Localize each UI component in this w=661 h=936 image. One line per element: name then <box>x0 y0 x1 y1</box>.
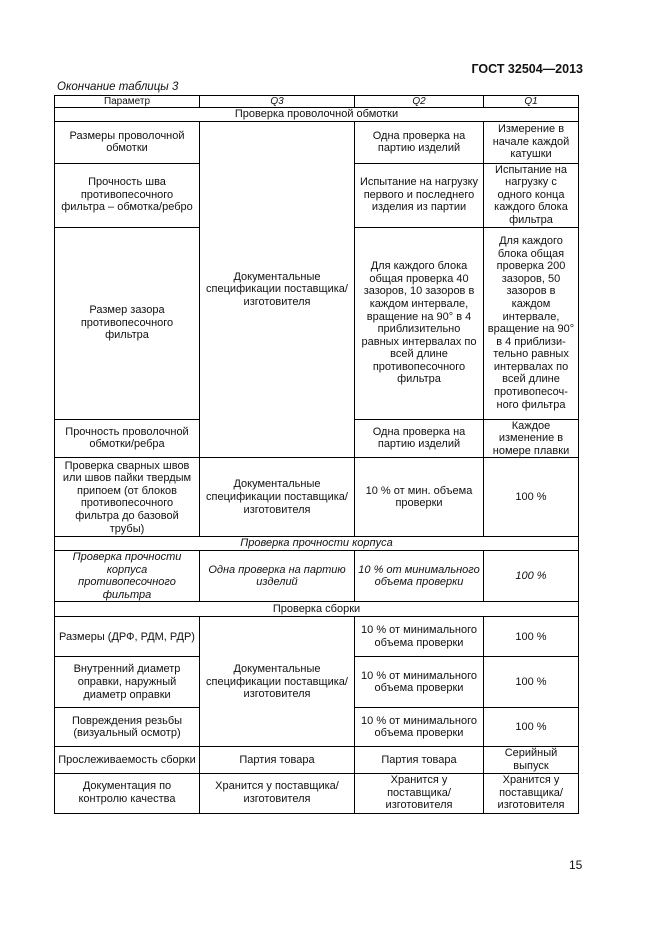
table-cell: Прочность проволочной обмотки/ребра <box>54 418 200 459</box>
section-title: Проверка проволочной обмотки <box>54 107 579 122</box>
table-cell: 100 % <box>483 549 579 603</box>
table-caption: Окончание таблицы 3 <box>57 81 179 93</box>
section-title: Проверка прочности корпуса <box>54 536 579 551</box>
table-cell: Хранится у поставщика/ изготовителя <box>483 772 579 814</box>
table-cell: Партия товара <box>199 746 355 774</box>
table-row: Размер зазора противопесочного фильтра Дл… <box>54 226 579 420</box>
table-cell: 100 % <box>483 656 579 709</box>
table-cell: Партия товара <box>354 746 484 774</box>
table-cell: Одна проверка на партию изделий <box>199 549 355 603</box>
table-cell: Для каждого блока общая проверка 200 заз… <box>483 226 579 420</box>
table-cell: Документальные спецификации поставщика/ … <box>199 616 355 748</box>
table-row: Документация по контролю качества Хранитс… <box>54 772 579 814</box>
table-cell: 100 % <box>483 457 579 538</box>
table-cell: Проверка прочности корпуса противопесочн… <box>54 549 200 603</box>
table-cell: Прослеживаемость сборки <box>54 746 200 774</box>
table-cell: Для каждого блока общая проверка 40 зазо… <box>354 226 484 420</box>
table-cell: Хранится у поставщика/ изготовителя <box>199 772 355 814</box>
table-cell: Каждое изменение в номере плавки <box>483 418 579 459</box>
document-standard-number: ГОСТ 32504—2013 <box>471 62 583 76</box>
column-header-q2: Q2 <box>354 95 484 108</box>
table-cell: Серийный выпуск <box>483 746 579 774</box>
table-row: Прочность шва противопесочного фильтра –… <box>54 162 579 228</box>
table-cell: Измерение в начале каждой катушки <box>483 120 579 164</box>
table-cell: Проверка сварных швов или швов пайки тве… <box>54 457 200 538</box>
table-cell: 100 % <box>483 616 579 658</box>
table-cell: Документация по контролю качества <box>54 772 200 814</box>
table-cell: 10 % от минимального объема проверки <box>354 616 484 658</box>
table-cell: Документальные спецификации поставщика/и… <box>199 457 355 538</box>
table-cell: Испытание на нагрузку с одного конца каж… <box>483 162 579 228</box>
table-row: Размеры (ДРФ, РДМ, РДР) Документальные сп… <box>54 616 579 748</box>
column-header-parameter: Параметр <box>54 95 200 108</box>
table-row: Размеры проволочной обмотки Документальны… <box>54 120 579 459</box>
table-cell: Размеры проволочной обмотки <box>54 120 200 164</box>
table-row: Прослеживаемость сборки Партия товара Парт… <box>54 746 579 774</box>
table-cell: Прочность шва противопесочного фильтра –… <box>54 162 200 228</box>
table-row: Повреждения резьбы (визуальный осмотр) 10… <box>54 707 579 748</box>
table-header-row: Параметр Q3 Q2 Q1 <box>54 95 579 108</box>
table-cell: Одна проверка на партию изделий <box>354 418 484 459</box>
section-row: Проверка прочности корпуса <box>54 536 579 551</box>
table-row: Прочность проволочной обмотки/ребра Одна … <box>54 418 579 459</box>
table-cell: 10 % от минимального объема проверки <box>354 656 484 709</box>
column-header-q3: Q3 <box>199 95 355 108</box>
inspection-table: Параметр Q3 Q2 Q1 Проверка проволочной о… <box>54 95 579 814</box>
table-row: Проверка прочности корпуса противопесочн… <box>54 549 579 603</box>
table-cell: Одна проверка на партию изделий <box>354 120 484 164</box>
section-row: Проверка сборки <box>54 601 579 618</box>
table-cell: 10 % от минимального объема проверки <box>354 549 484 603</box>
table-cell: 10 % от мин. объема проверки <box>354 457 484 538</box>
table-cell: Испытание на нагрузку первого и последне… <box>354 162 484 228</box>
table-cell: Повреждения резьбы (визуальный осмотр) <box>54 707 200 748</box>
section-title: Проверка сборки <box>54 601 579 618</box>
table-cell: Размеры (ДРФ, РДМ, РДР) <box>54 616 200 658</box>
column-header-q1: Q1 <box>483 95 579 108</box>
table-cell: Внутренний диаметр оправки, наружный диа… <box>54 656 200 709</box>
table-cell: Документальные спецификации поставщика/и… <box>199 120 355 459</box>
table-cell: Размер зазора противопесочного фильтра <box>54 226 200 420</box>
table-cell: 10 % от минимального объема проверки <box>354 707 484 748</box>
table-row: Внутренний диаметр оправки, наружный диа… <box>54 656 579 709</box>
page-number: 15 <box>569 858 583 872</box>
table-cell: 100 % <box>483 707 579 748</box>
section-row: Проверка проволочной обмотки <box>54 107 579 122</box>
table-cell: Хранится у поставщика/ изготовителя <box>354 772 484 814</box>
table-row: Проверка сварных швов или швов пайки тве… <box>54 457 579 538</box>
